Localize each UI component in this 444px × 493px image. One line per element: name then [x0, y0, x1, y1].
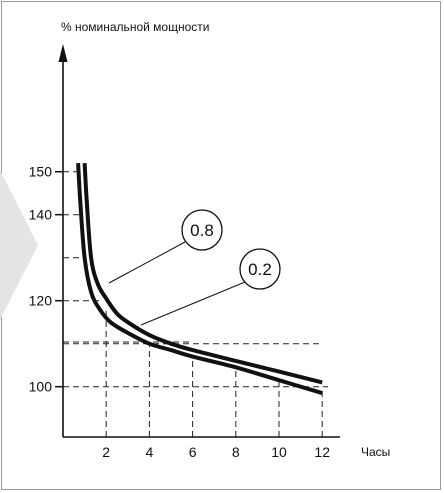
callout-leader-0-2: [140, 281, 246, 326]
callout-label-0-8: 0.8: [190, 221, 214, 240]
x-tick-label-4: 4: [146, 444, 154, 460]
series-line-0-8: [82, 162, 323, 385]
side-chevron-decoration: [0, 170, 38, 320]
y-tick-label-150: 150: [29, 164, 53, 180]
callout-leader-0-8: [108, 241, 186, 284]
y-ticks: 100 120 140 150: [29, 164, 63, 395]
x-tick-label-12: 12: [314, 444, 330, 460]
series-line-0-2: [76, 162, 323, 396]
x-tick-label-6: 6: [189, 444, 197, 460]
y-tick-label-140: 140: [29, 207, 53, 223]
callout-circle-0-8: [181, 209, 223, 251]
x-tick-label-10: 10: [271, 444, 287, 460]
callout-label-0-2: 0.2: [248, 260, 272, 279]
y-tick-label-100: 100: [29, 379, 53, 395]
y-axis-title: % номинальной мощности: [61, 20, 209, 34]
x-ticks: 2 4 6 8 10 12: [102, 444, 330, 460]
y-tick-label-120: 120: [29, 293, 53, 309]
x-axis-title: Часы: [361, 445, 390, 459]
y-axis-arrow-icon: [58, 44, 68, 62]
series-group: [76, 162, 323, 396]
x-tick-label-2: 2: [102, 444, 110, 460]
x-tick-label-8: 8: [232, 444, 240, 460]
callout-circle-0-2: [239, 248, 281, 290]
